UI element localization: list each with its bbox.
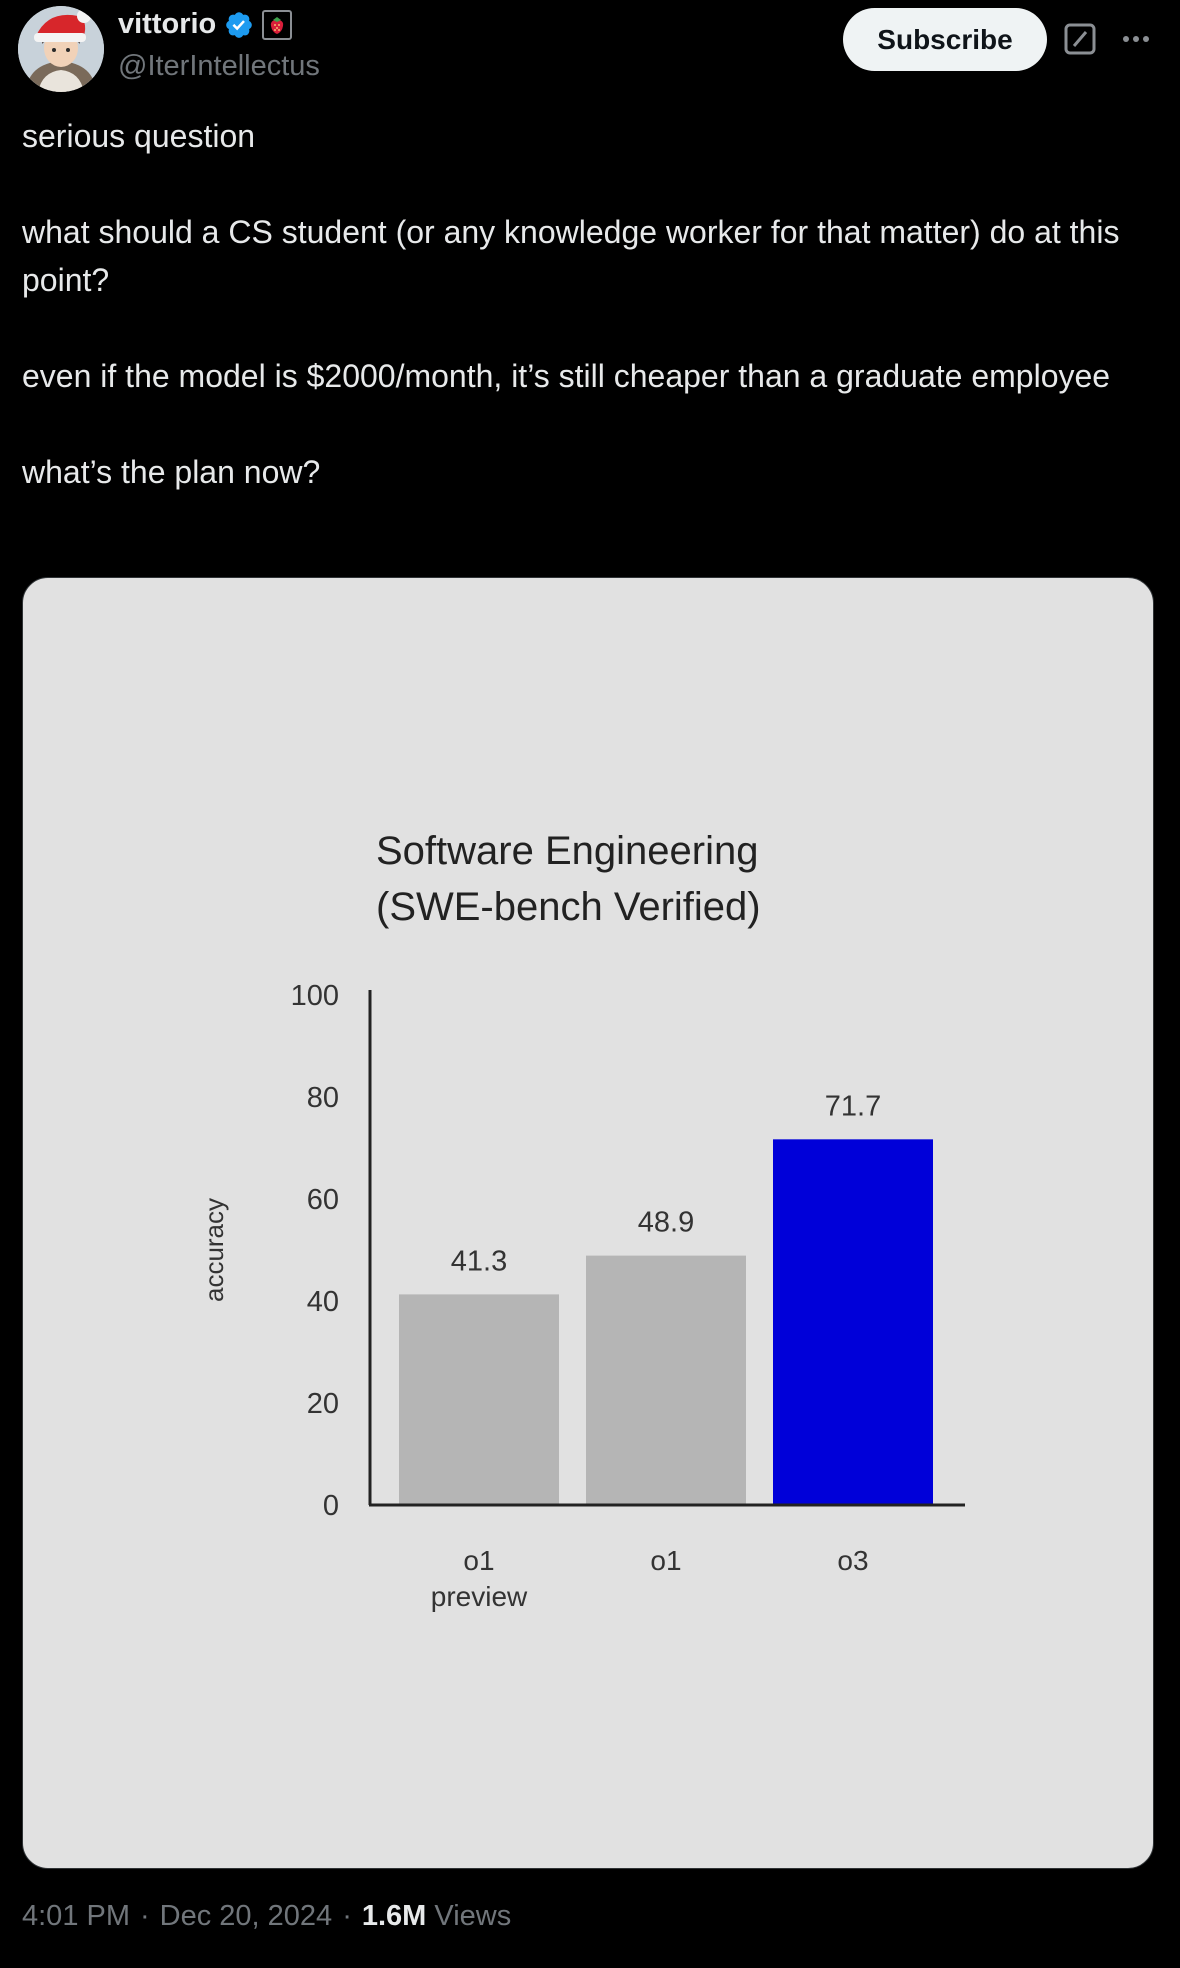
author-handle[interactable]: @IterIntellectus <box>118 50 320 82</box>
y-axis-label: accuracy <box>199 1198 229 1302</box>
views-label: Views <box>434 1900 512 1932</box>
bar-chart: Software Engineering (SWE-bench Verified)… <box>199 829 965 1612</box>
grok-icon[interactable] <box>1063 22 1097 56</box>
bar <box>399 1294 559 1505</box>
post-paragraph: serious question <box>22 118 256 154</box>
post-header: vittorio @IterIntellectus Subscribe <box>0 0 1180 100</box>
bar-value-label: 41.3 <box>451 1245 507 1277</box>
chart-title: (SWE-bench Verified) <box>376 885 761 929</box>
verified-badge-icon <box>226 11 253 38</box>
post-paragraph: what should a CS student (or any knowled… <box>22 214 1120 298</box>
y-tick-label: 60 <box>307 1184 339 1216</box>
bar-value-label: 48.9 <box>638 1207 694 1239</box>
author-name-row: vittorio <box>118 8 293 41</box>
post-paragraph: even if the model is $2000/month, it’s s… <box>22 358 1111 394</box>
chart-title: Software Engineering <box>376 829 758 873</box>
bar-value-label: 71.7 <box>825 1090 881 1122</box>
bar <box>586 1255 746 1505</box>
post-date[interactable]: Dec 20, 2024 <box>159 1900 333 1932</box>
post-text: serious question what should a CS studen… <box>22 112 1152 496</box>
footer-separator: · <box>140 1900 150 1932</box>
subscribe-button[interactable]: Subscribe <box>843 8 1047 71</box>
more-icon[interactable] <box>1118 22 1154 56</box>
x-tick-label: o1 <box>463 1545 494 1576</box>
y-tick-label: 20 <box>307 1388 339 1420</box>
strawberry-icon <box>262 9 293 40</box>
post-paragraph: what’s the plan now? <box>22 454 321 490</box>
post-footer: 4:01 PM · Dec 20, 2024 · 1.6M Views <box>22 1900 511 1933</box>
y-tick-label: 100 <box>291 980 339 1012</box>
avatar-image <box>18 6 104 92</box>
x-tick-label: o1 <box>650 1545 681 1576</box>
author-display-name[interactable]: vittorio <box>118 8 217 40</box>
post-media-image[interactable]: Software Engineering (SWE-bench Verified)… <box>22 577 1154 1869</box>
y-tick-label: 40 <box>307 1286 339 1318</box>
views-count: 1.6M <box>361 1900 427 1932</box>
y-tick-label: 0 <box>323 1490 339 1522</box>
y-tick-label: 80 <box>307 1082 339 1114</box>
footer-separator: · <box>342 1900 352 1932</box>
bar <box>773 1139 933 1505</box>
x-tick-label: o3 <box>837 1545 868 1576</box>
post-time[interactable]: 4:01 PM <box>22 1900 130 1932</box>
x-tick-label: preview <box>431 1581 528 1612</box>
avatar[interactable] <box>18 6 104 92</box>
